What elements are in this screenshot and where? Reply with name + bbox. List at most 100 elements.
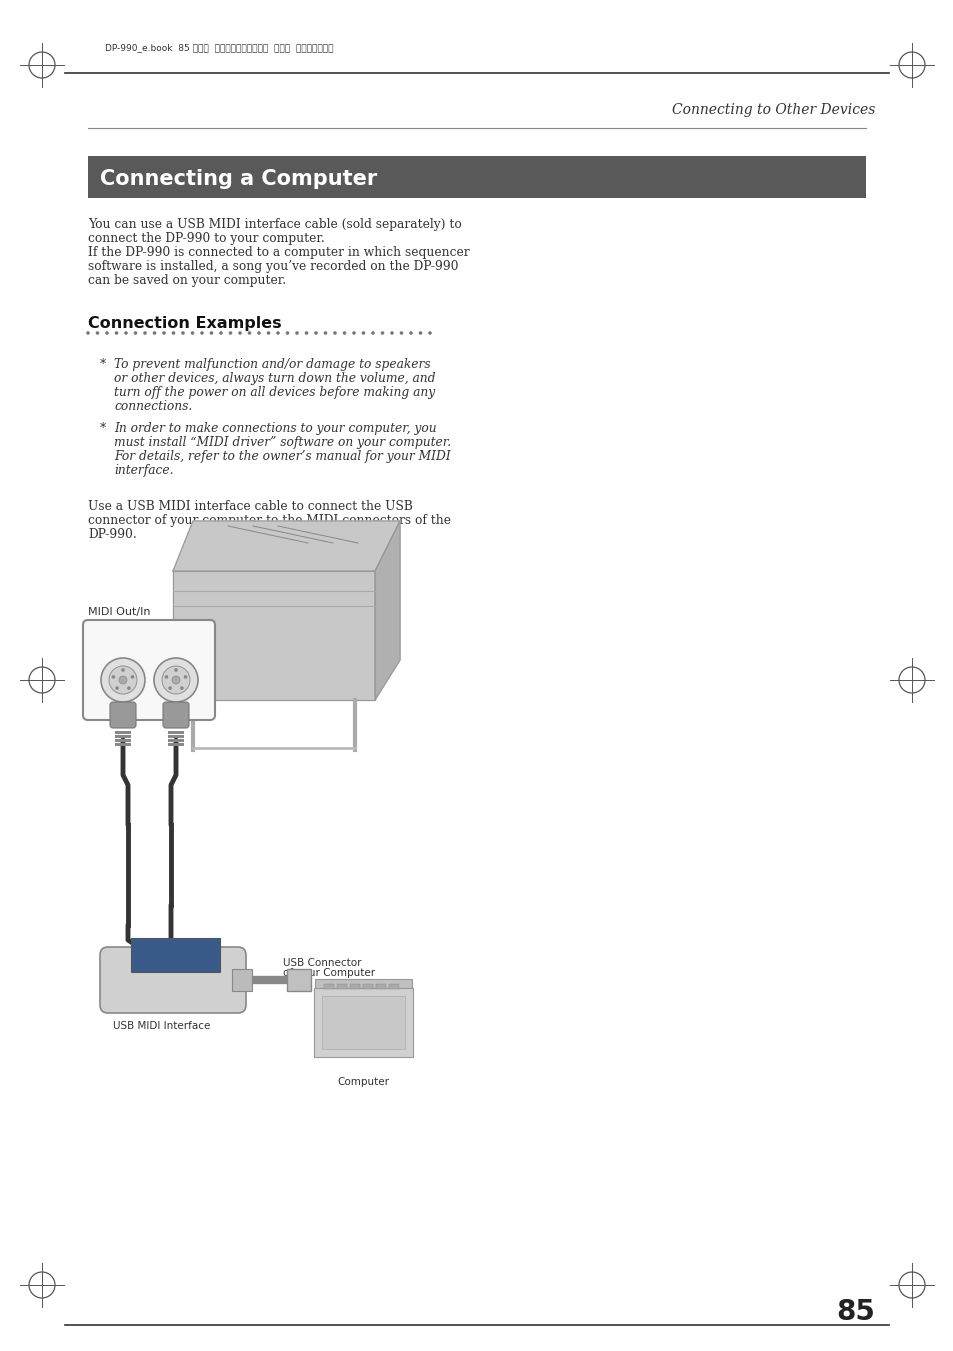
Text: ⊕: ⊕: [239, 981, 245, 988]
Circle shape: [168, 686, 172, 690]
Circle shape: [143, 331, 147, 335]
Circle shape: [418, 331, 422, 335]
Text: To prevent malfunction and/or damage to speakers: To prevent malfunction and/or damage to …: [113, 358, 430, 372]
Circle shape: [267, 331, 270, 335]
Bar: [324, 984, 334, 989]
Text: connections.: connections.: [113, 400, 193, 413]
Bar: [336, 984, 347, 989]
Circle shape: [409, 331, 413, 335]
Circle shape: [210, 331, 213, 335]
Circle shape: [428, 331, 432, 335]
Circle shape: [174, 669, 177, 671]
Circle shape: [229, 331, 233, 335]
Circle shape: [238, 331, 241, 335]
Circle shape: [109, 666, 137, 694]
Circle shape: [162, 666, 190, 694]
Circle shape: [181, 331, 185, 335]
Circle shape: [152, 331, 156, 335]
Text: of your Computer: of your Computer: [283, 969, 375, 978]
Text: For details, refer to the owner’s manual for your MIDI: For details, refer to the owner’s manual…: [113, 450, 450, 463]
Circle shape: [105, 331, 109, 335]
Text: If the DP-990 is connected to a computer in which sequencer: If the DP-990 is connected to a computer…: [88, 246, 469, 259]
Text: software is installed, a song you’ve recorded on the DP-990: software is installed, a song you’ve rec…: [88, 259, 458, 273]
Text: connector of your computer to the MIDI connectors of the: connector of your computer to the MIDI c…: [88, 513, 451, 527]
Circle shape: [333, 331, 336, 335]
Text: MIDI Out/In: MIDI Out/In: [88, 607, 151, 617]
Circle shape: [133, 331, 137, 335]
FancyBboxPatch shape: [322, 996, 405, 1048]
FancyBboxPatch shape: [100, 947, 246, 1013]
Circle shape: [342, 331, 346, 335]
Circle shape: [399, 331, 403, 335]
Circle shape: [200, 331, 204, 335]
Text: *: *: [100, 422, 106, 435]
FancyBboxPatch shape: [314, 979, 412, 992]
Circle shape: [124, 331, 128, 335]
Text: 85: 85: [835, 1298, 874, 1325]
Circle shape: [219, 331, 223, 335]
Circle shape: [131, 676, 134, 678]
FancyBboxPatch shape: [314, 988, 413, 1056]
Circle shape: [115, 686, 119, 690]
Text: Out: Out: [116, 648, 130, 654]
Text: In order to make connections to your computer, you: In order to make connections to your com…: [113, 422, 436, 435]
Bar: [168, 731, 184, 734]
Text: connect the DP-990 to your computer.: connect the DP-990 to your computer.: [88, 232, 324, 245]
Circle shape: [86, 331, 90, 335]
Circle shape: [119, 676, 127, 684]
Bar: [350, 984, 359, 989]
Bar: [389, 984, 398, 989]
Text: DP-990.: DP-990.: [88, 528, 136, 540]
FancyBboxPatch shape: [110, 703, 136, 728]
Bar: [363, 984, 373, 989]
Circle shape: [276, 331, 279, 335]
Text: You can use a USB MIDI interface cable (sold separately) to: You can use a USB MIDI interface cable (…: [88, 218, 461, 231]
Circle shape: [101, 658, 145, 703]
Circle shape: [380, 331, 384, 335]
Circle shape: [165, 676, 168, 678]
FancyBboxPatch shape: [131, 938, 220, 971]
Text: or other devices, always turn down the volume, and: or other devices, always turn down the v…: [113, 372, 435, 385]
Polygon shape: [375, 521, 399, 700]
Circle shape: [153, 658, 198, 703]
Text: Computer: Computer: [337, 1077, 389, 1088]
Circle shape: [352, 331, 355, 335]
Polygon shape: [172, 571, 375, 700]
Circle shape: [361, 331, 365, 335]
FancyBboxPatch shape: [287, 969, 311, 992]
Text: ⊕: ⊕: [295, 982, 302, 992]
Text: ────────: ────────: [165, 975, 185, 979]
Bar: [115, 743, 131, 746]
Text: Connecting a Computer: Connecting a Computer: [100, 169, 376, 189]
Text: turn off the power on all devices before making any: turn off the power on all devices before…: [113, 386, 435, 399]
Bar: [115, 735, 131, 738]
Text: connectors: connectors: [88, 619, 150, 630]
Circle shape: [371, 331, 375, 335]
Text: In: In: [172, 648, 179, 654]
Circle shape: [390, 331, 394, 335]
Bar: [115, 731, 131, 734]
Text: ─────: ─────: [168, 982, 182, 988]
Text: USB Connector: USB Connector: [283, 958, 361, 969]
Circle shape: [294, 331, 298, 335]
Circle shape: [172, 331, 175, 335]
FancyBboxPatch shape: [83, 620, 214, 720]
Circle shape: [314, 331, 317, 335]
Circle shape: [112, 676, 115, 678]
Circle shape: [180, 686, 184, 690]
Circle shape: [184, 676, 187, 678]
FancyBboxPatch shape: [88, 155, 865, 199]
Circle shape: [304, 331, 308, 335]
Circle shape: [191, 331, 194, 335]
Text: Connecting to Other Devices: Connecting to Other Devices: [671, 103, 874, 118]
Circle shape: [95, 331, 99, 335]
Circle shape: [285, 331, 289, 335]
Bar: [115, 739, 131, 742]
Circle shape: [172, 676, 180, 684]
Text: must install “MIDI driver” software on your computer.: must install “MIDI driver” software on y…: [113, 436, 451, 449]
Text: Use a USB MIDI interface cable to connect the USB: Use a USB MIDI interface cable to connec…: [88, 500, 413, 513]
Circle shape: [162, 331, 166, 335]
Bar: [168, 743, 184, 746]
FancyBboxPatch shape: [232, 969, 252, 992]
Bar: [375, 984, 386, 989]
